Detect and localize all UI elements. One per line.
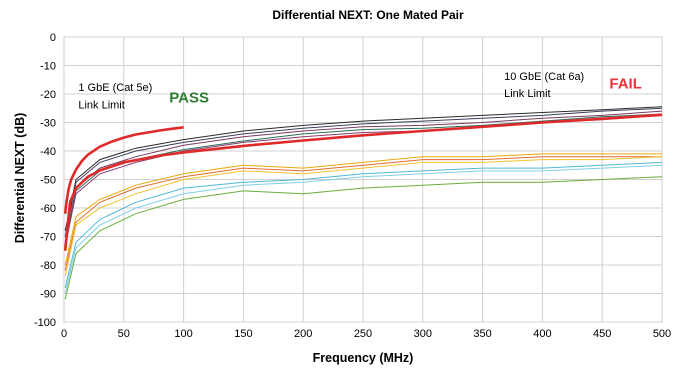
- x-tick-label: 400: [533, 328, 551, 340]
- series-line: [64, 156, 663, 277]
- y-tick-label: -30: [40, 118, 56, 130]
- x-tick-label: 50: [118, 328, 130, 340]
- annotation-layer: 1 GbE (Cat 5e) Link Limit PASS 10 GbE (Cat …: [78, 71, 642, 112]
- y-tick-label: -70: [40, 232, 56, 244]
- y-tick-label: -60: [40, 203, 56, 215]
- limit-layer: [63, 113, 663, 251]
- y-tick-label: -20: [40, 89, 56, 101]
- plot-area: 1 GbE (Cat 5e) Link Limit PASS 10 GbE (Cat …: [63, 36, 663, 323]
- series-line: [64, 106, 663, 231]
- x-axis-ticks: 0 50 100 150 200 250 300 350 400 450 500: [61, 328, 671, 340]
- limit-line: [63, 126, 184, 214]
- y-tick-label: -40: [40, 146, 56, 158]
- series-line: [64, 153, 662, 266]
- y-axis-label: Differential NEXT (dB): [13, 113, 27, 244]
- series-line: [64, 110, 663, 243]
- x-tick-label: 500: [653, 328, 671, 340]
- y-tick-label: -90: [40, 289, 56, 301]
- x-tick-label: 150: [234, 328, 252, 340]
- annotation-label: 10 GbE (Cat 6a): [504, 71, 584, 83]
- series-line: [64, 164, 663, 294]
- x-tick-label: 100: [174, 328, 192, 340]
- x-tick-label: 450: [593, 328, 611, 340]
- series-line: [64, 176, 663, 300]
- y-tick-label: 0: [50, 32, 56, 44]
- x-tick-label: 350: [473, 328, 491, 340]
- y-axis-ticks: 0 -10 -20 -30 -40 -50 -60 -70 -80 -90 -100: [34, 32, 56, 329]
- annotation-label: Link Limit: [504, 88, 550, 100]
- series-line: [64, 161, 663, 288]
- y-tick-label: -80: [40, 260, 56, 272]
- x-tick-label: 0: [61, 328, 67, 340]
- y-tick-label: -50: [40, 175, 56, 187]
- grid: [63, 36, 663, 323]
- y-tick-label: -10: [40, 61, 56, 73]
- annotation-label: FAIL: [609, 75, 642, 92]
- x-tick-label: 300: [414, 328, 432, 340]
- x-axis-label: Frequency (MHz): [313, 351, 414, 365]
- x-tick-label: 250: [354, 328, 372, 340]
- y-tick-label: -100: [34, 317, 56, 329]
- series-line: [64, 156, 662, 271]
- annotation-label: 1 GbE (Cat 5e): [78, 82, 152, 94]
- annotation-label: Link Limit: [78, 99, 124, 111]
- series-line: [64, 107, 663, 237]
- chart-title: Differential NEXT: One Mated Pair: [272, 8, 464, 22]
- limit-line: [63, 113, 663, 251]
- annotation-label: PASS: [169, 90, 209, 107]
- x-tick-label: 200: [294, 328, 312, 340]
